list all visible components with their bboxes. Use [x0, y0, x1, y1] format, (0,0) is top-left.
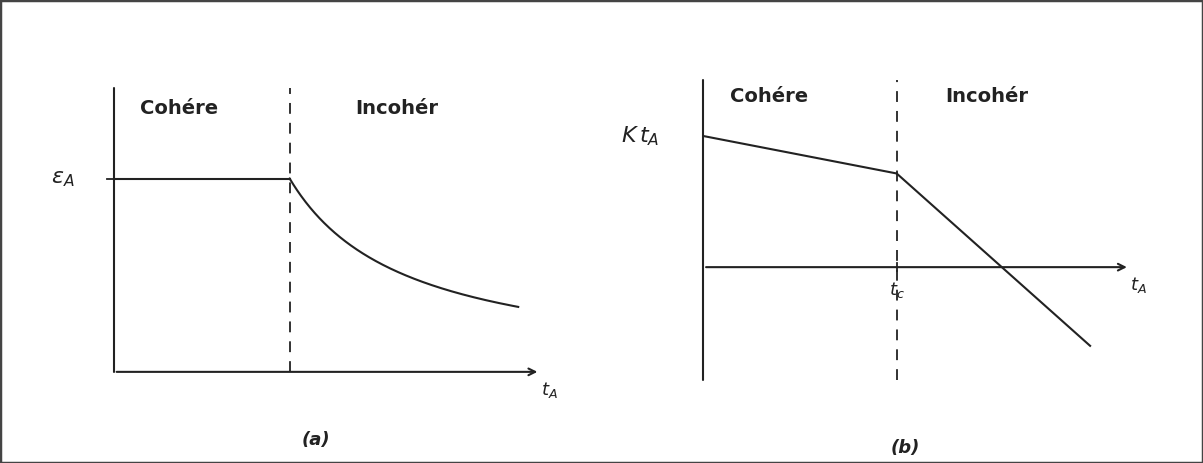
Text: Cohére: Cohére	[141, 99, 218, 118]
Text: $t_A$: $t_A$	[1130, 275, 1146, 294]
Text: Incohér: Incohér	[356, 99, 439, 118]
Text: $t_A$: $t_A$	[540, 381, 557, 400]
Text: Incohér: Incohér	[946, 88, 1029, 106]
Text: $\epsilon_A$: $\epsilon_A$	[51, 169, 75, 188]
Text: (b): (b)	[890, 439, 920, 457]
Text: $t_c$: $t_c$	[889, 280, 905, 300]
Text: (a): (a)	[302, 431, 330, 449]
Text: Cohére: Cohére	[730, 88, 807, 106]
Text: $K\, t_A$: $K\, t_A$	[621, 124, 659, 148]
